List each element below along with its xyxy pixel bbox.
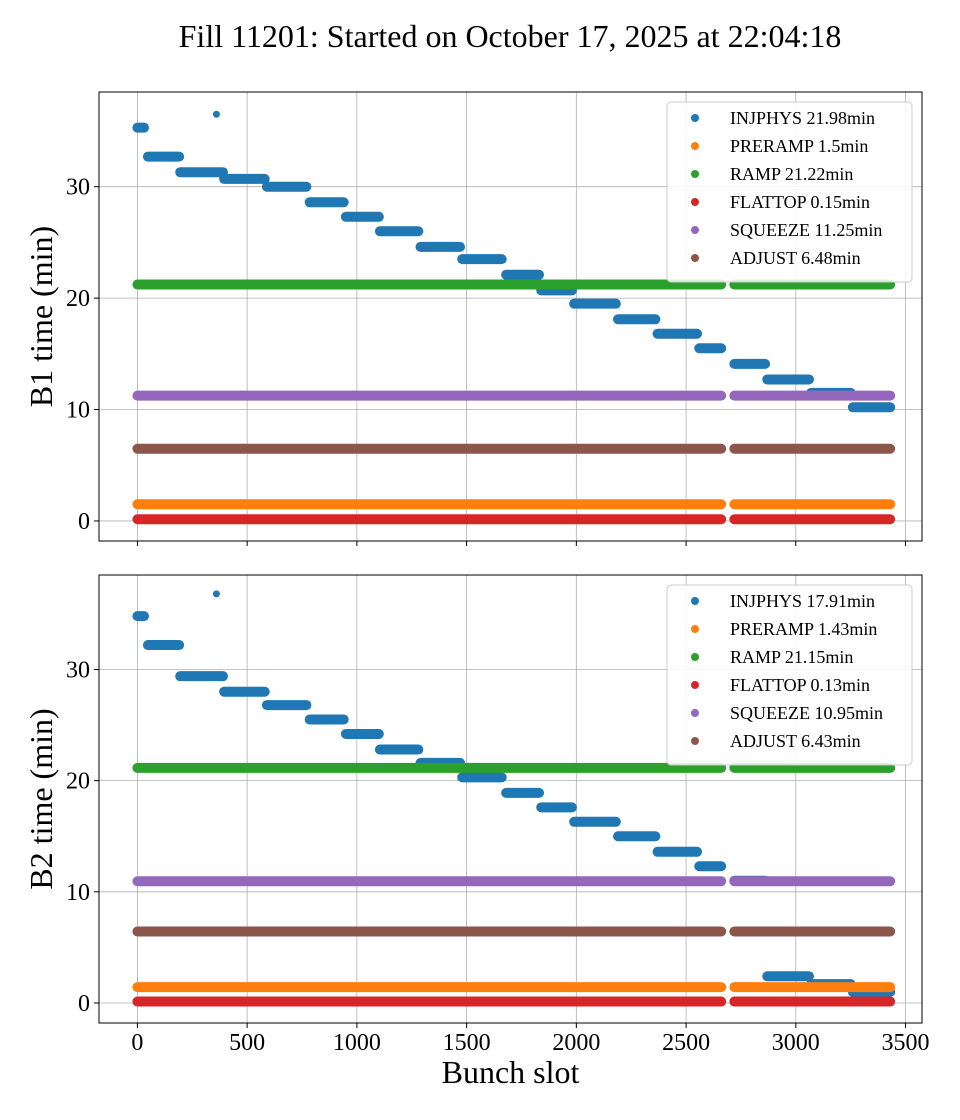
legend-marker [691, 142, 699, 150]
legend-box [666, 101, 913, 283]
legend-label: INJPHYS 17.91min [730, 591, 875, 611]
x-tick-label: 2000 [552, 1030, 600, 1056]
legend-label: ADJUST 6.43min [730, 731, 861, 751]
y-axis-label: B2 time (min) [23, 708, 59, 889]
legend-label: INJPHYS 21.98min [730, 108, 875, 128]
y-tick-label: 0 [78, 991, 90, 1017]
legend-marker [691, 681, 699, 689]
panel-2: 0 500 1000 1500 2000 2500 3000 3500 0 10 20 30 B2 ti… [23, 574, 930, 1056]
legend-label: SQUEEZE 10.95min [730, 703, 883, 723]
y-tick-label: 0 [78, 509, 90, 535]
legend-marker [691, 226, 699, 234]
legend: INJPHYS 17.91min PRERAMP 1.43min RAMP 21.1… [666, 584, 913, 766]
x-axis-label: Bunch slot [442, 1054, 580, 1090]
legend-box [666, 584, 913, 766]
data-point [212, 110, 220, 118]
x-tick-label: 1000 [333, 1030, 381, 1056]
chart-title: Fill 11201: Started on October 17, 2025 … [178, 18, 842, 54]
legend-marker [691, 170, 699, 178]
y-tick-label: 20 [66, 769, 90, 795]
legend-label: FLATTOP 0.15min [730, 192, 870, 212]
panel-1: 0 10 20 30 B1 time (min) INJPHYS 21.98min PRER… [23, 91, 923, 546]
y-tick-label: 10 [66, 880, 90, 906]
x-tick-label: 3500 [882, 1030, 930, 1056]
x-tick-label: 3000 [772, 1030, 820, 1056]
legend: INJPHYS 21.98min PRERAMP 1.5min RAMP 21.22… [666, 101, 913, 283]
legend-marker [691, 198, 699, 206]
legend-marker [691, 597, 699, 605]
y-tick-label: 10 [66, 398, 90, 424]
legend-marker [691, 709, 699, 717]
legend-label: SQUEEZE 11.25min [730, 220, 882, 240]
legend-marker [691, 114, 699, 122]
legend-label: PRERAMP 1.43min [730, 619, 877, 639]
legend-label: ADJUST 6.48min [730, 248, 861, 268]
legend-marker [691, 653, 699, 661]
y-tick-label: 20 [66, 286, 90, 312]
series-injphys [132, 110, 896, 413]
legend-marker [691, 737, 699, 745]
legend-marker [691, 254, 699, 262]
legend-label: FLATTOP 0.13min [730, 675, 870, 695]
x-tick-label: 0 [131, 1030, 143, 1056]
legend-label: PRERAMP 1.5min [730, 136, 868, 156]
x-tick-label: 2500 [662, 1030, 710, 1056]
legend-label: RAMP 21.15min [730, 647, 853, 667]
x-tick-label: 1500 [443, 1030, 491, 1056]
y-axis-label: B1 time (min) [23, 226, 59, 407]
axes-frame [98, 574, 923, 1024]
data-point [212, 590, 220, 598]
x-tick-label: 500 [229, 1030, 265, 1056]
legend-label: RAMP 21.22min [730, 164, 853, 184]
y-tick-label: 30 [66, 657, 90, 683]
legend-marker [691, 625, 699, 633]
axes-frame [98, 91, 923, 542]
y-tick-label: 30 [66, 175, 90, 201]
